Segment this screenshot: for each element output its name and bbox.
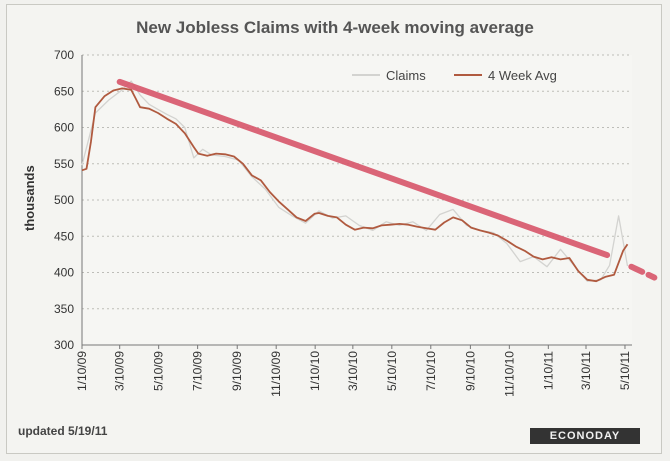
x-tick-label: 9/10/09	[230, 351, 244, 391]
x-tick-label: 1/10/09	[75, 351, 89, 391]
x-tick-label: 1/10/10	[308, 351, 322, 391]
x-tick-label: 3/10/11	[579, 351, 593, 390]
x-tick-label: 5/10/11	[618, 351, 632, 390]
y-tick-label: 500	[54, 193, 74, 207]
chart-title: New Jobless Claims with 4-week moving av…	[136, 18, 534, 37]
x-tick-label: 7/10/10	[424, 351, 438, 391]
updated-label: updated 5/19/11	[18, 424, 108, 438]
brand-logo: ECONODAY	[530, 428, 640, 444]
x-tick-label: 7/10/09	[191, 351, 205, 391]
x-tick-label: 3/10/10	[346, 351, 360, 391]
y-tick-label: 600	[54, 121, 74, 135]
y-tick-label: 700	[54, 48, 74, 62]
trend-line-extension	[628, 263, 658, 281]
x-tick-label: 11/10/09	[269, 351, 283, 397]
legend-label: Claims	[386, 68, 426, 83]
x-tick-label: 9/10/10	[463, 351, 477, 391]
x-tick-label: 5/10/10	[385, 351, 399, 391]
legend-label: 4 Week Avg	[488, 68, 557, 83]
trend-line	[116, 78, 611, 259]
y-tick-label: 350	[54, 302, 74, 316]
x-tick-label: 11/10/10	[502, 351, 516, 397]
x-tick-label: 5/10/09	[152, 351, 166, 391]
y-tick-label: 550	[54, 157, 74, 171]
x-tick-label: 3/10/09	[113, 351, 127, 391]
y-tick-label: 300	[54, 338, 74, 352]
y-tick-label: 650	[54, 84, 74, 98]
series-line-4-week-avg	[81, 87, 629, 283]
x-tick-label: 1/10/11	[541, 351, 555, 390]
series-line-claims	[81, 80, 629, 282]
y-tick-label: 450	[54, 229, 74, 243]
y-tick-label: 400	[54, 266, 74, 280]
